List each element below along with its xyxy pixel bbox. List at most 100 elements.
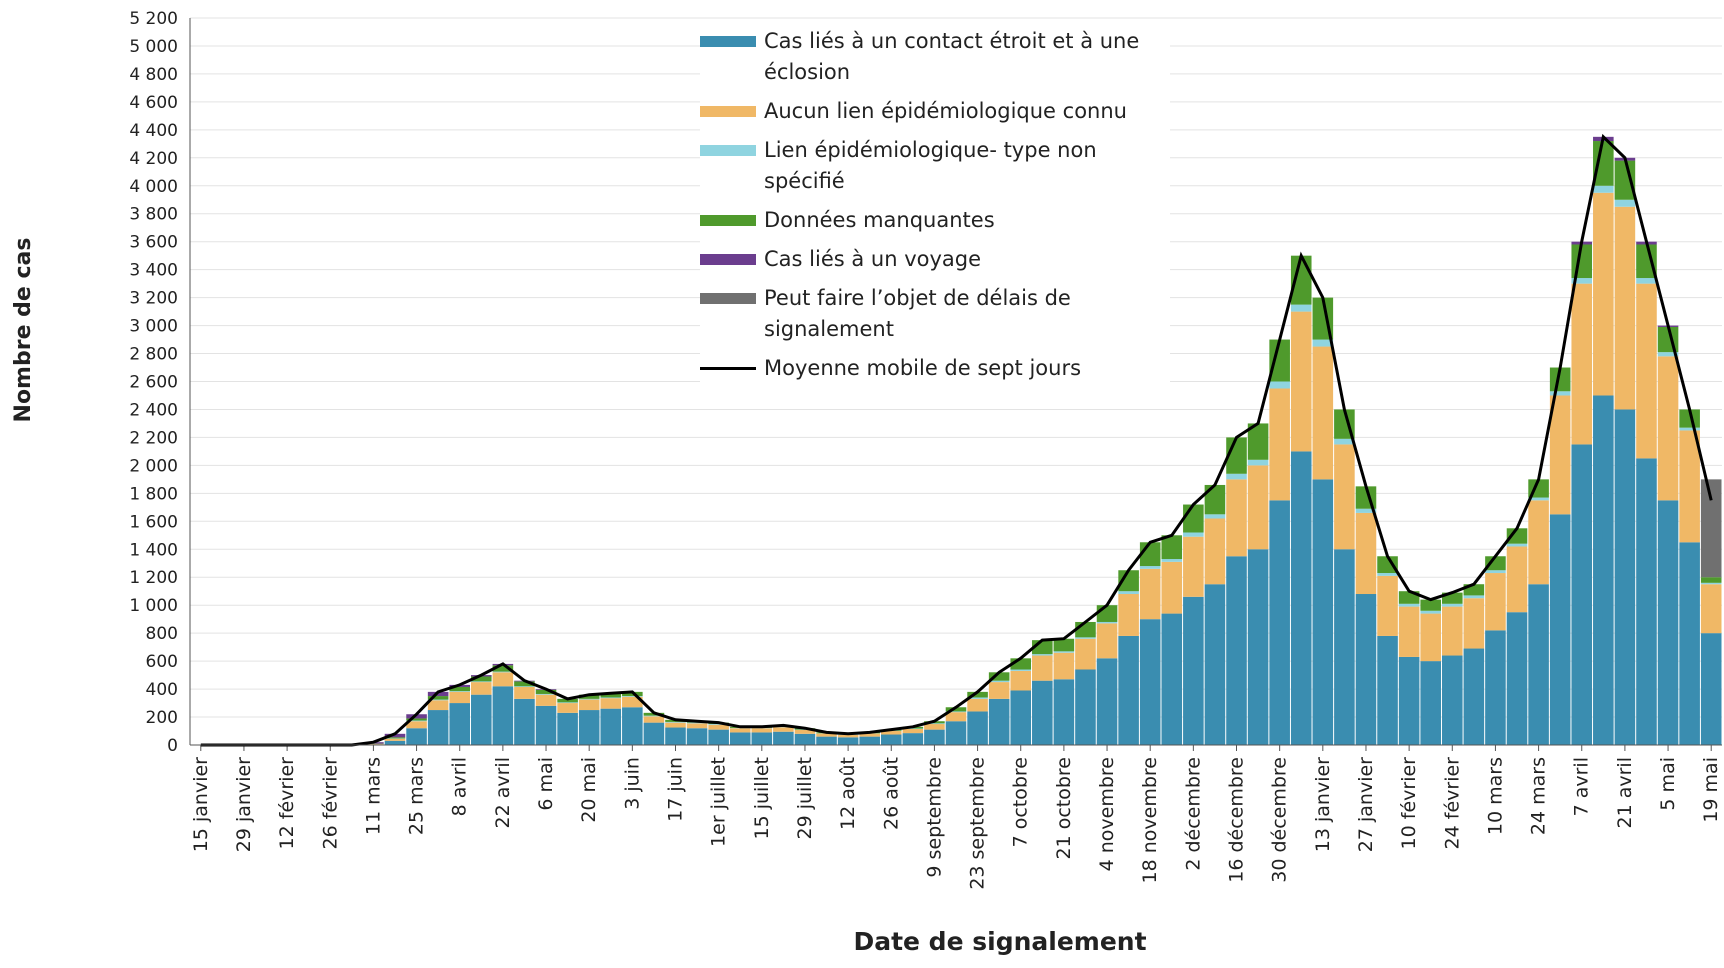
bar-segment bbox=[1334, 444, 1355, 549]
bar-segment bbox=[1183, 505, 1204, 533]
bar-segment bbox=[903, 729, 924, 733]
bar-segment bbox=[1010, 670, 1031, 671]
bar-segment bbox=[1032, 656, 1053, 681]
bar-segment bbox=[1679, 430, 1700, 542]
bar-segment bbox=[665, 723, 686, 728]
bar-segment bbox=[1528, 584, 1549, 745]
legend-entry: Cas liés à un voyage bbox=[700, 244, 1170, 275]
bar-segment bbox=[1550, 391, 1571, 395]
bar-segment bbox=[1442, 604, 1463, 607]
bar-segment bbox=[1593, 395, 1614, 745]
y-tick-label: 1 600 bbox=[129, 512, 178, 532]
bar-segment bbox=[579, 699, 600, 700]
bar-segment bbox=[1571, 444, 1592, 745]
x-tick-label: 26 août bbox=[880, 757, 902, 830]
bar-segment bbox=[622, 707, 643, 745]
legend-label: Lien épidémiologique- type non spécifié bbox=[764, 135, 1170, 197]
bar-segment bbox=[1140, 619, 1161, 745]
bar-segment bbox=[1010, 671, 1031, 691]
bar-segment bbox=[471, 682, 492, 695]
bar-segment bbox=[1593, 186, 1614, 193]
bar-segment bbox=[773, 732, 794, 745]
bar-segment bbox=[1291, 305, 1312, 312]
bar-segment bbox=[1097, 605, 1118, 622]
bar-segment bbox=[1464, 598, 1485, 648]
y-tick-label: 3 400 bbox=[129, 261, 178, 281]
x-tick-label: 22 avril bbox=[492, 757, 514, 828]
x-tick-label: 23 septembre bbox=[967, 757, 989, 890]
bar-segment bbox=[967, 711, 988, 745]
bar-segment bbox=[1615, 200, 1636, 207]
bar-segment bbox=[687, 728, 708, 745]
bar-segment bbox=[1205, 519, 1226, 585]
bar-segment bbox=[795, 734, 816, 745]
y-tick-label: 5 000 bbox=[129, 37, 178, 57]
y-tick-label: 4 000 bbox=[129, 177, 178, 197]
x-tick-label: 19 mai bbox=[1700, 757, 1722, 823]
bar-segment bbox=[514, 686, 535, 687]
bar-segment bbox=[1075, 639, 1096, 670]
y-tick-label: 3 800 bbox=[129, 205, 178, 225]
bar-segment bbox=[1313, 479, 1334, 745]
x-tick-label: 17 juin bbox=[664, 757, 686, 822]
bar-segment bbox=[730, 728, 751, 732]
bar-segment bbox=[1701, 577, 1722, 583]
bar-segment bbox=[644, 723, 665, 745]
y-tick-label: 5 200 bbox=[129, 9, 178, 29]
y-tick-label: 4 800 bbox=[129, 65, 178, 85]
legend-swatch bbox=[700, 254, 756, 265]
x-tick-label: 7 avril bbox=[1571, 757, 1593, 816]
bar-segment bbox=[1615, 409, 1636, 745]
y-tick-label: 4 400 bbox=[129, 121, 178, 141]
legend-entry: Peut faire l’objet de délais de signalem… bbox=[700, 283, 1170, 345]
bar-segment bbox=[1183, 532, 1204, 536]
bar-segment bbox=[385, 741, 406, 745]
bar-segment bbox=[989, 682, 1010, 699]
bar-segment bbox=[1464, 649, 1485, 745]
bar-segment bbox=[1161, 614, 1182, 745]
bar-segment bbox=[536, 706, 557, 745]
bar-segment bbox=[1118, 594, 1139, 636]
bar-segment bbox=[600, 697, 621, 698]
y-tick-label: 2 800 bbox=[129, 345, 178, 365]
legend-swatch bbox=[700, 36, 756, 47]
bar-segment bbox=[1679, 542, 1700, 745]
bar-segment bbox=[1420, 614, 1441, 662]
bar-segment bbox=[1507, 612, 1528, 745]
bar-segment bbox=[1550, 514, 1571, 745]
bar-segment bbox=[1658, 500, 1679, 745]
bar-segment bbox=[1571, 284, 1592, 445]
x-tick-label: 13 janvier bbox=[1312, 757, 1334, 852]
x-tick-label: 15 juillet bbox=[751, 757, 773, 840]
bar-segment bbox=[665, 722, 686, 723]
y-tick-label: 2 000 bbox=[129, 456, 178, 476]
bar-segment bbox=[1183, 597, 1204, 745]
x-tick-label: 21 octobre bbox=[1053, 757, 1075, 860]
x-tick-label: 29 juillet bbox=[794, 757, 816, 840]
bar-segment bbox=[1226, 479, 1247, 556]
legend-label: Cas liés à un contact étroit et à une éc… bbox=[764, 26, 1170, 88]
bar-segment bbox=[1485, 630, 1506, 745]
bar-segment bbox=[752, 728, 773, 732]
bar-segment bbox=[1636, 284, 1657, 459]
y-tick-label: 2 200 bbox=[129, 428, 178, 448]
bar-segment bbox=[385, 739, 406, 741]
bar-segment bbox=[1528, 500, 1549, 584]
bar-segment bbox=[1118, 591, 1139, 594]
bar-segment bbox=[1701, 584, 1722, 633]
x-tick-label: 26 février bbox=[319, 757, 341, 850]
x-tick-label: 16 décembre bbox=[1226, 757, 1248, 883]
bar-segment bbox=[1054, 653, 1075, 680]
y-tick-label: 1 400 bbox=[129, 540, 178, 560]
bar-segment bbox=[536, 695, 557, 706]
legend-swatch bbox=[700, 106, 756, 117]
bar-segment bbox=[471, 695, 492, 745]
x-axis-label: Date de signalement bbox=[853, 927, 1146, 956]
bar-segment bbox=[967, 699, 988, 712]
bar-segment bbox=[1507, 544, 1528, 547]
x-tick-label: 27 janvier bbox=[1355, 757, 1377, 852]
x-tick-label: 12 février bbox=[276, 757, 298, 850]
y-tick-label: 200 bbox=[146, 708, 178, 728]
bar-segment bbox=[859, 737, 880, 745]
legend-swatch bbox=[700, 293, 756, 304]
